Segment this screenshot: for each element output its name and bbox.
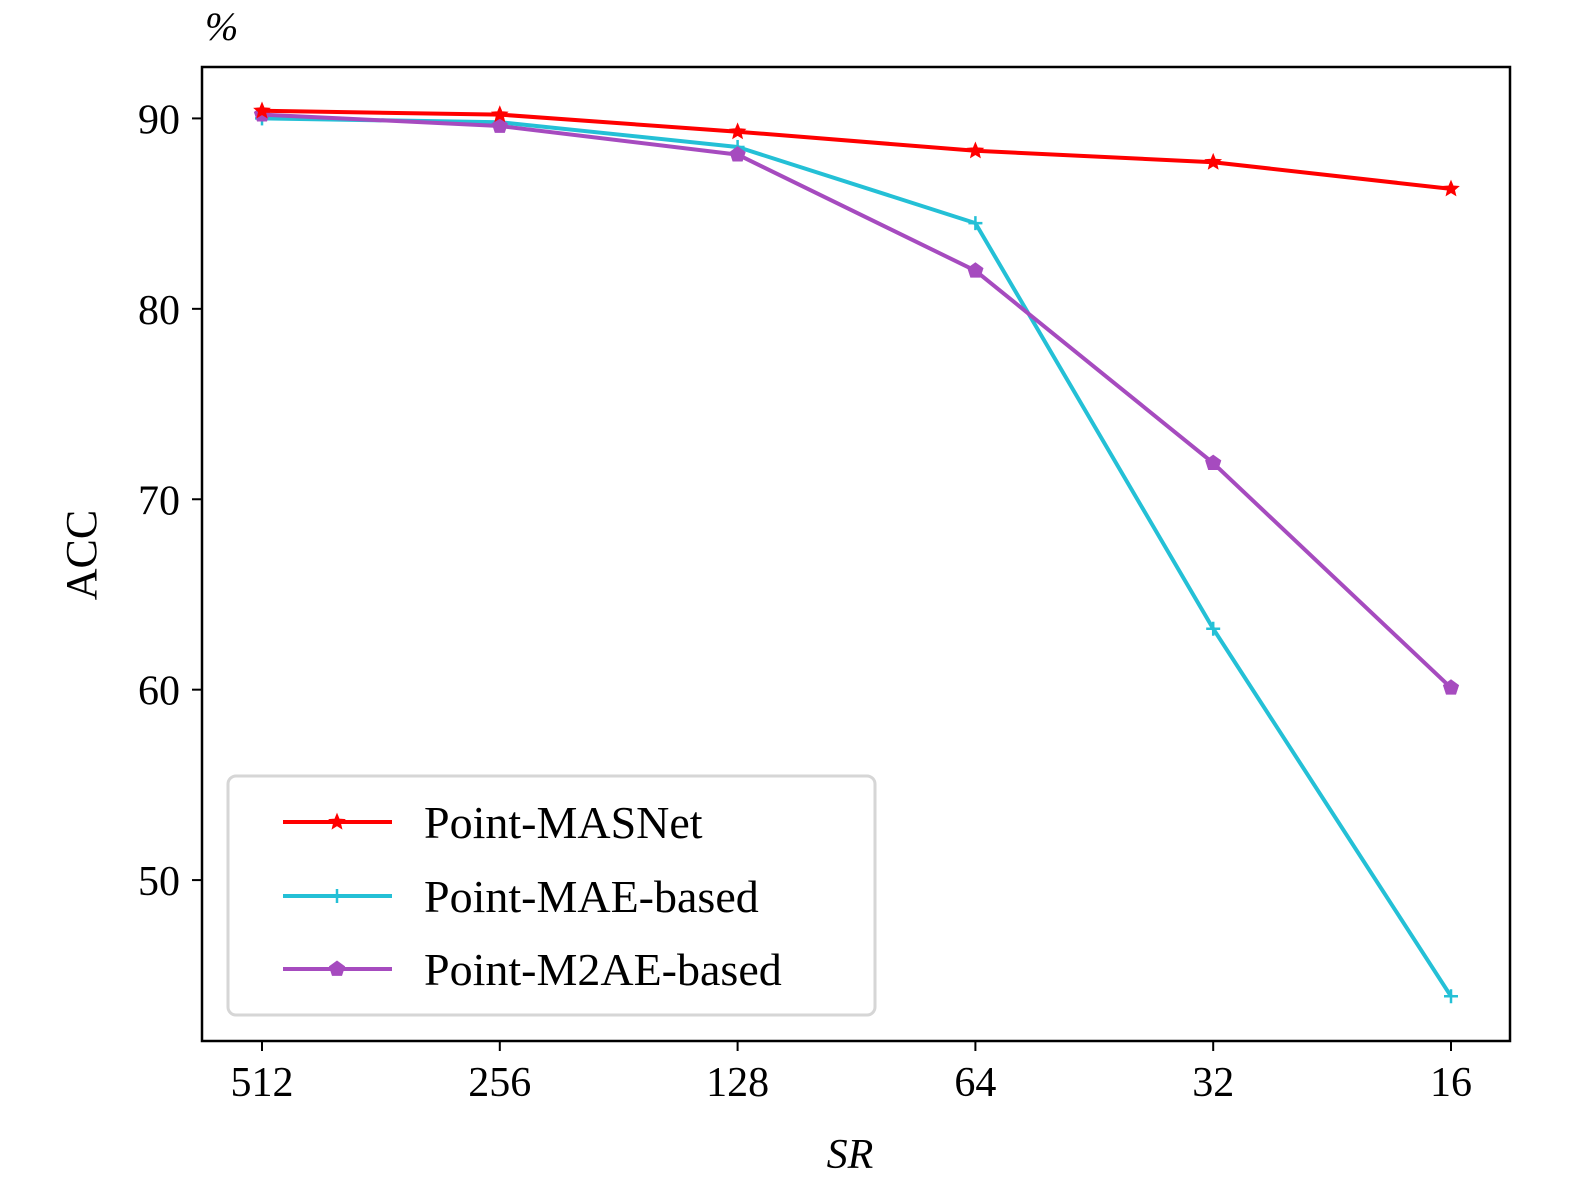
x-tick-label: 512: [231, 1060, 294, 1106]
data-point: [729, 146, 746, 162]
x-tick-label: 128: [706, 1060, 769, 1106]
data-point: [1204, 152, 1223, 170]
data-point: [1205, 454, 1222, 470]
legend-box: [226, 774, 877, 1017]
data-point: [1442, 179, 1460, 197]
legend: Point-MASNet Point-MAE-based Point-M2AE-ba…: [226, 774, 877, 1017]
legend-item: Point-MASNet: [283, 797, 703, 848]
x-tick-label: 256: [468, 1060, 531, 1106]
data-point: [253, 101, 271, 119]
data-point: [490, 105, 509, 123]
data-point: [1206, 621, 1221, 636]
x-axis-label: SR: [827, 1132, 874, 1178]
data-point: [728, 122, 747, 140]
legend-label: Point-MAE-based: [424, 871, 759, 922]
series-line: [261, 108, 1452, 191]
legend-marker: [328, 960, 346, 976]
data-point: [968, 216, 983, 231]
legend-label: Point-M2AE-based: [424, 944, 782, 995]
series-layer: [253, 101, 1460, 1004]
y-tick-label: 60: [138, 669, 180, 715]
series-line: [261, 112, 1453, 690]
series-line: [261, 116, 1453, 998]
data-point: [966, 141, 985, 159]
data-point: [491, 117, 508, 133]
data-point: [1444, 989, 1458, 1004]
legend-label: Point-MASNet: [424, 797, 703, 848]
legend-item: Point-MAE-based: [283, 871, 759, 922]
y-axis: 50 60 70 80 90: [138, 97, 202, 905]
data-point: [967, 262, 984, 278]
y-tick-label: 50: [138, 859, 180, 905]
y-tick-label: 70: [138, 478, 180, 524]
legend-item: Point-M2AE-based: [283, 944, 782, 995]
data-point: [1442, 679, 1460, 695]
legend-marker: [330, 889, 344, 903]
legend-marker: [328, 812, 346, 830]
series-point-m2ae-based: [253, 106, 1460, 695]
x-axis: 512 256 128 64 32 16: [231, 1041, 1472, 1106]
x-tick-label: 64: [954, 1060, 996, 1106]
x-tick-label: 16: [1430, 1060, 1472, 1106]
y-axis-label: ACC: [57, 510, 106, 600]
plot-area-frame: [200, 65, 1512, 1043]
y-tick-label: 90: [138, 97, 180, 143]
y-tick-label: 80: [138, 288, 180, 334]
x-tick-label: 32: [1192, 1060, 1234, 1106]
y-unit-label: %: [205, 4, 238, 49]
series-point-masnet: [253, 101, 1460, 197]
